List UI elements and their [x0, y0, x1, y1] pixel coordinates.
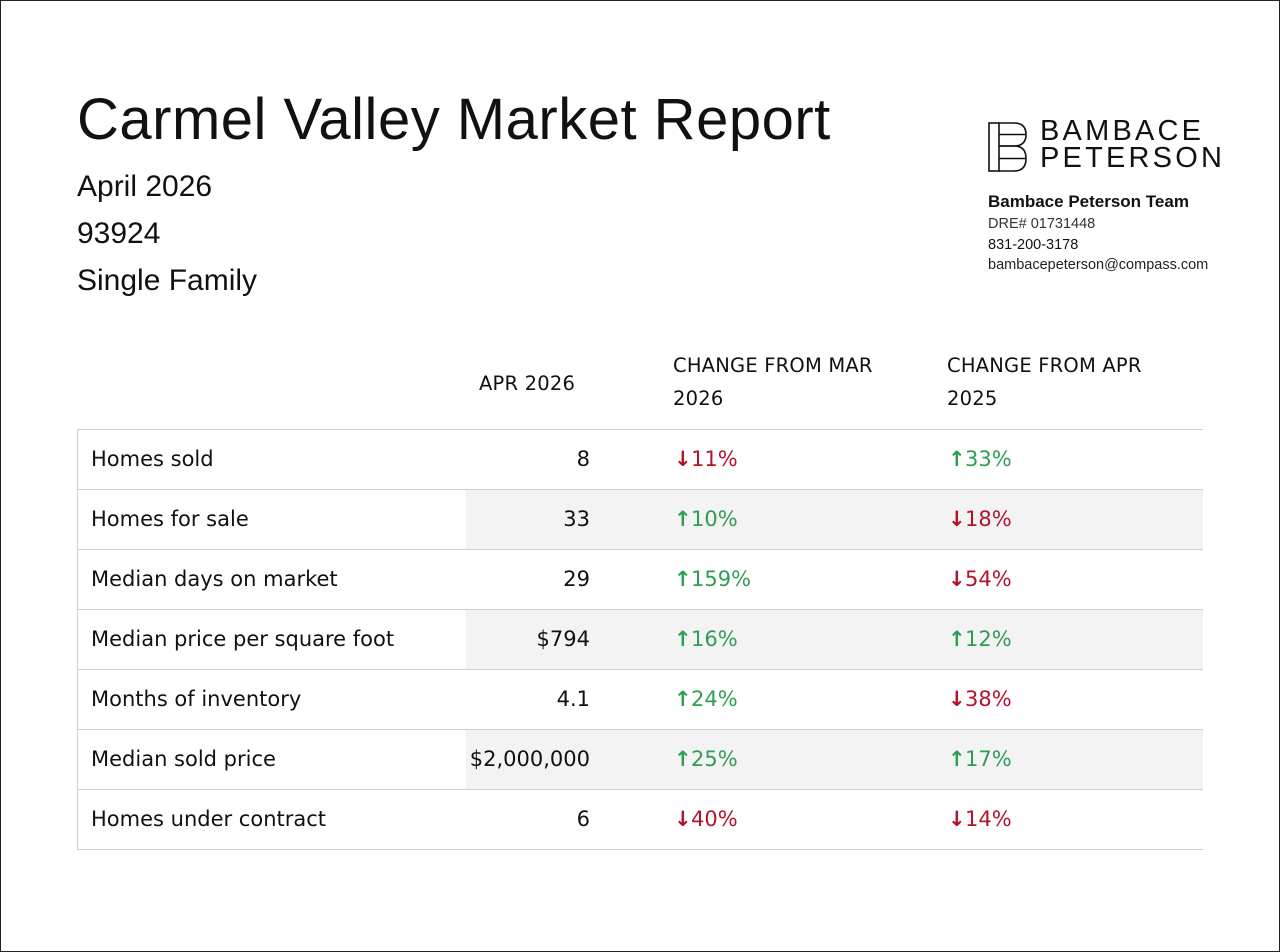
row-shade [466, 490, 1203, 549]
row-value: $2,000,000 [469, 747, 590, 771]
change-year: ↑17% [948, 730, 1012, 789]
change-year-value: 33% [965, 447, 1012, 471]
table-row: Homes sold 8 ↓11% ↑33% [77, 430, 1203, 490]
row-shade [466, 730, 1203, 789]
arrow-down-icon: ↓ [948, 507, 966, 531]
arrow-up-icon: ↑ [948, 447, 966, 471]
row-label: Homes sold [91, 447, 214, 471]
change-year-value: 18% [965, 507, 1012, 531]
change-month-value: 10% [691, 507, 738, 531]
team-name: Bambace Peterson Team [988, 192, 1189, 211]
change-month-value: 40% [691, 807, 738, 831]
change-year: ↑33% [948, 430, 1012, 489]
arrow-up-icon: ↑ [948, 747, 966, 771]
arrow-up-icon: ↑ [674, 507, 692, 531]
arrow-up-icon: ↑ [948, 627, 966, 651]
row-label: Median days on market [91, 567, 338, 591]
change-year: ↓18% [948, 490, 1012, 549]
table-row: Homes for sale 33 ↑10% ↓18% [77, 490, 1203, 550]
logo-wordmark: BAMBACE PETERSON [1040, 115, 1226, 174]
change-month-value: 11% [691, 447, 738, 471]
change-year-value: 12% [965, 627, 1012, 651]
change-month-value: 16% [691, 627, 738, 651]
bp-monogram-icon [988, 122, 1027, 172]
row-value: 29 [563, 567, 590, 591]
change-year-value: 38% [965, 687, 1012, 711]
table-row: Homes under contract 6 ↓40% ↓14% [77, 790, 1203, 850]
arrow-down-icon: ↓ [948, 687, 966, 711]
row-value: 8 [576, 447, 590, 471]
arrow-down-icon: ↓ [948, 807, 966, 831]
table-row: Median sold price $2,000,000 ↑25% ↑17% [77, 730, 1203, 790]
logo-line-1: BAMBACE [1040, 115, 1205, 147]
change-month: ↑10% [674, 490, 738, 549]
table-row: Median days on market 29 ↑159% ↓54% [77, 550, 1203, 610]
arrow-up-icon: ↑ [674, 627, 692, 651]
row-value: 6 [576, 807, 590, 831]
table-row: Months of inventory 4.1 ↑24% ↓38% [77, 670, 1203, 730]
row-value: 33 [563, 507, 590, 531]
change-year-value: 17% [965, 747, 1012, 771]
arrow-down-icon: ↓ [674, 447, 692, 471]
column-header-change-year: CHANGE FROM APR 2025 [947, 354, 1142, 410]
arrow-down-icon: ↓ [948, 567, 966, 591]
row-value: $794 [536, 627, 590, 651]
change-month: ↑159% [674, 550, 751, 609]
change-year: ↓54% [948, 550, 1012, 609]
change-month-value: 159% [691, 567, 752, 591]
change-month: ↑24% [674, 670, 738, 729]
change-month: ↓40% [674, 790, 738, 849]
change-year-value: 14% [965, 807, 1012, 831]
change-month-value: 25% [691, 747, 738, 771]
row-label: Median sold price [91, 747, 276, 771]
row-value: 4.1 [556, 687, 590, 711]
row-label: Homes under contract [91, 807, 327, 831]
change-year: ↑12% [948, 610, 1012, 669]
logo-line-2: PETERSON [1040, 142, 1226, 174]
change-year-value: 54% [965, 567, 1012, 591]
change-month: ↓11% [674, 430, 738, 489]
email-address: bambacepeterson@compass.com [988, 257, 1209, 273]
market-stats-table: Homes sold 8 ↓11% ↑33% Homes for sale 33… [77, 429, 1203, 850]
column-header-current: APR 2026 [479, 372, 576, 395]
row-label: Months of inventory [91, 687, 302, 711]
report-month: April 2026 [77, 170, 213, 203]
arrow-up-icon: ↑ [674, 747, 692, 771]
column-header-change-month: CHANGE FROM MAR 2026 [673, 354, 873, 410]
change-month: ↑25% [674, 730, 738, 789]
report-title: Carmel Valley Market Report [77, 87, 831, 152]
report-property-type: Single Family [77, 264, 258, 297]
row-shade [466, 610, 1203, 669]
table-row: Median price per square foot $794 ↑16% ↑… [77, 610, 1203, 670]
row-label: Median price per square foot [91, 627, 395, 651]
arrow-up-icon: ↑ [674, 567, 692, 591]
change-year: ↓38% [948, 670, 1012, 729]
dre-number: DRE# 01731448 [988, 216, 1096, 232]
report-zip: 93924 [77, 217, 161, 250]
arrow-up-icon: ↑ [674, 687, 692, 711]
brand-logo: BAMBACE PETERSON [988, 117, 1222, 175]
row-label: Homes for sale [91, 507, 249, 531]
phone-number: 831-200-3178 [988, 237, 1079, 253]
change-month: ↑16% [674, 610, 738, 669]
change-year: ↓14% [948, 790, 1012, 849]
arrow-down-icon: ↓ [674, 807, 692, 831]
change-month-value: 24% [691, 687, 738, 711]
